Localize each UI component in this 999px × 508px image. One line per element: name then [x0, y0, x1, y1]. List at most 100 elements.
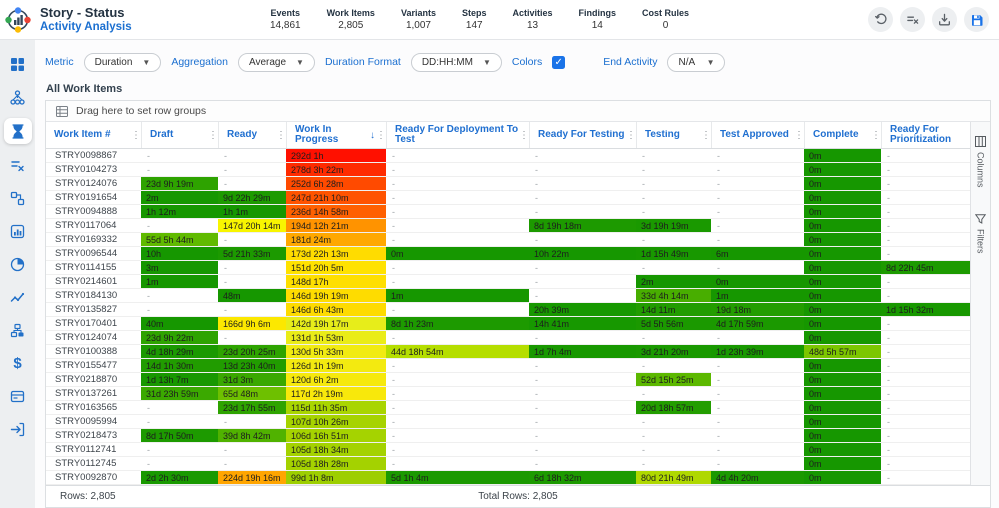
- end-activity-select[interactable]: N/A ▼: [667, 52, 726, 72]
- undo-button[interactable]: [868, 7, 893, 32]
- duration-format-select[interactable]: DD:HH:MM ▼: [410, 52, 502, 72]
- sidebar-item-bar-chart-icon[interactable]: [5, 219, 31, 243]
- colors-checkbox[interactable]: ✓: [552, 55, 566, 69]
- empty-cell: -: [881, 191, 970, 205]
- column-menu-icon[interactable]: ⋮: [794, 129, 804, 141]
- empty-cell: -: [529, 275, 636, 289]
- duration-cell: 0m: [711, 275, 804, 289]
- table-row[interactable]: STRY0112745- -105d 18h 28m - - - -0m -: [46, 457, 970, 471]
- table-row[interactable]: STRY0137261 31d 23h 59m 65d 48m 117d 2h 19m…: [46, 387, 970, 401]
- duration-cell: 0m: [804, 163, 881, 177]
- column-menu-icon[interactable]: ⋮: [519, 129, 529, 141]
- work-item-id: STRY0191654: [46, 191, 141, 205]
- table-row[interactable]: STRY0191654 2m 9d 22h 29m 247d 21h 10m - - - -0…: [46, 191, 970, 205]
- table-row[interactable]: STRY0100388 4d 18h 29m 23d 20h 25m 130d 5h …: [46, 345, 970, 359]
- sidebar-item-process-flow-icon[interactable]: [5, 85, 31, 109]
- column-header-ready-for-deployment-to-test[interactable]: Ready For Deployment To Test ⋮: [386, 122, 529, 148]
- column-header-draft[interactable]: Draft ⋮: [141, 122, 218, 148]
- duration-cell: 194d 12h 21m: [286, 219, 386, 233]
- table: Work Item # ⋮ Draft ⋮ Ready ⋮ Work In Progress…: [46, 122, 970, 485]
- column-header-testing[interactable]: Testing ⋮: [636, 122, 711, 148]
- empty-cell: -: [881, 331, 970, 345]
- sidebar-item-cost-icon[interactable]: $: [13, 354, 22, 372]
- table-row[interactable]: STRY0170401 40m 166d 9h 6m 142d 19h 17m 8d 1…: [46, 317, 970, 331]
- aggregation-select[interactable]: Average ▼: [237, 52, 315, 72]
- table-row[interactable]: STRY0218870 1d 13h 7m 31d 3m 120d 6h 2m - -52…: [46, 373, 970, 387]
- duration-cell: 23d 17h 55m: [218, 401, 286, 415]
- work-item-id: STRY0094888: [46, 205, 141, 219]
- column-menu-icon[interactable]: ⋮: [131, 129, 141, 141]
- column-header-ready-for-prioritization[interactable]: Ready For Prioritization: [881, 122, 970, 148]
- column-header-ready[interactable]: Ready ⋮: [218, 122, 286, 148]
- duration-cell: 23d 9h 22m: [141, 331, 218, 345]
- column-header-test-approved[interactable]: Test Approved ⋮: [711, 122, 804, 148]
- duration-cell: 1h 1m: [218, 205, 286, 219]
- column-menu-icon[interactable]: ⋮: [208, 129, 218, 141]
- clear-state-button[interactable]: [900, 7, 925, 32]
- column-menu-icon[interactable]: ⋮: [701, 129, 711, 141]
- duration-cell: 2m: [141, 191, 218, 205]
- table-row[interactable]: STRY0124074 23d 9h 22m -131d 1h 53m - - - -0m -: [46, 331, 970, 345]
- empty-cell: -: [386, 233, 529, 247]
- empty-cell: -: [141, 457, 218, 471]
- duration-cell: 120d 6h 2m: [286, 373, 386, 387]
- table-row[interactable]: STRY0094888 1h 12m 1h 1m 236d 14h 58m - - - -0m…: [46, 205, 970, 219]
- download-button[interactable]: [932, 7, 957, 32]
- sidebar-item-workflow-icon[interactable]: [5, 186, 31, 210]
- empty-cell: -: [386, 149, 529, 163]
- column-header-complete[interactable]: Complete ⋮: [804, 122, 881, 148]
- duration-cell: 33d 4h 14m: [636, 289, 711, 303]
- column-header-work-item-[interactable]: Work Item # ⋮: [54, 129, 141, 141]
- column-header-ready-for-testing[interactable]: Ready For Testing ⋮: [529, 122, 636, 148]
- table-row[interactable]: STRY0092870 2d 2h 30m 224d 19h 16m 99d 1h 8…: [46, 471, 970, 485]
- row-group-dropzone[interactable]: Drag here to set row groups: [46, 101, 990, 122]
- column-menu-icon[interactable]: ⋮: [376, 129, 386, 141]
- sidebar-item-logout-icon[interactable]: [5, 417, 31, 441]
- table-row[interactable]: STRY0112741- -105d 18h 34m - - - -0m -: [46, 443, 970, 457]
- table-row[interactable]: STRY0135827- -146d 6h 43m -20h 39m 14d 11m 1…: [46, 303, 970, 317]
- duration-cell: 2m: [636, 275, 711, 289]
- metric-select[interactable]: Duration ▼: [83, 52, 162, 72]
- sidebar-item-trend-icon[interactable]: [5, 285, 31, 309]
- table-row[interactable]: STRY0104273- -278d 3h 22m - - - -0m -: [46, 163, 970, 177]
- duration-cell: 1m: [386, 289, 529, 303]
- column-header-work-in-progress[interactable]: Work In Progress ↓ ⋮: [286, 122, 386, 148]
- columns-panel-tab[interactable]: Columns: [975, 136, 986, 188]
- filters-panel-tab[interactable]: Filters: [975, 213, 986, 253]
- table-row[interactable]: STRY0169332 55d 5h 44m -181d 24m - - - -0m -: [46, 233, 970, 247]
- work-item-id: STRY0135827: [46, 303, 141, 317]
- work-item-id: STRY0124076: [46, 177, 141, 191]
- table-row[interactable]: STRY0096544 10h 5d 21h 33m 173d 22h 13m 0m 10…: [46, 247, 970, 261]
- duration-cell: 5d 5h 56m: [636, 317, 711, 331]
- empty-cell: -: [529, 191, 636, 205]
- sidebar-item-tree-icon[interactable]: [5, 318, 31, 342]
- table-row[interactable]: STRY0214601 1m -148d 17h - -2m 0m 0m -: [46, 275, 970, 289]
- empty-cell: -: [218, 149, 286, 163]
- work-items-grid: Drag here to set row groups Work Item # ⋮…: [45, 100, 991, 508]
- sort-desc-icon[interactable]: ↓: [370, 129, 375, 141]
- table-row[interactable]: STRY0184130-48m 146d 19h 19m 1m -33d 4h 14m…: [46, 289, 970, 303]
- table-row[interactable]: STRY0218473 8d 17h 50m 39d 8h 42m 106d 16h …: [46, 429, 970, 443]
- sidebar-item-dashboard-icon[interactable]: [5, 52, 31, 76]
- empty-cell: -: [711, 149, 804, 163]
- sidebar-item-cards-icon[interactable]: [5, 384, 31, 408]
- empty-cell: -: [636, 457, 711, 471]
- duration-cell: 3d 19h 19m: [636, 219, 711, 233]
- duration-cell: 151d 20h 5m: [286, 261, 386, 275]
- column-menu-icon[interactable]: ⋮: [626, 129, 636, 141]
- column-menu-icon[interactable]: ⋮: [276, 129, 286, 141]
- table-row[interactable]: STRY0117064-147d 20h 14m 194d 12h 21m -8d …: [46, 219, 970, 233]
- table-row[interactable]: STRY0098867- -292d 1h - - - -0m -: [46, 149, 970, 163]
- grid-footer: Rows: 2,805 Total Rows: 2,805: [46, 485, 990, 507]
- table-row[interactable]: STRY0095994- -107d 10h 26m - - - -0m -: [46, 415, 970, 429]
- table-row[interactable]: STRY0114155 3m -151d 20h 5m - - - -0m 8d 22h 45…: [46, 261, 970, 275]
- table-row[interactable]: STRY0163565-23d 17h 55m 115d 11h 35m - -20d…: [46, 401, 970, 415]
- sidebar-item-checklist-icon[interactable]: [5, 153, 31, 177]
- column-menu-icon[interactable]: ⋮: [871, 129, 881, 141]
- sidebar-item-activity-analysis-icon[interactable]: [3, 118, 32, 144]
- sidebar-item-pie-chart-icon[interactable]: [5, 252, 31, 276]
- save-button[interactable]: [964, 7, 989, 32]
- table-row[interactable]: STRY0124076 23d 9h 19m -252d 6h 28m - - - -0m -: [46, 177, 970, 191]
- table-row[interactable]: STRY0155477 14d 1h 30m 13d 23h 40m 126d 1h …: [46, 359, 970, 373]
- duration-cell: 126d 1h 19m: [286, 359, 386, 373]
